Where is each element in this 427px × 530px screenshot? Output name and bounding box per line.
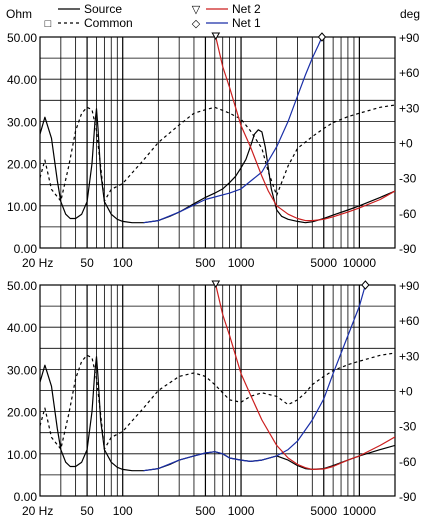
series-group [40,37,395,224]
net1-marker [361,280,370,290]
grid [39,284,396,497]
net2-marker [211,280,221,288]
x-tick-label: 1000 [228,504,255,518]
y-tick-label: 40.00 [7,321,37,335]
legend-label: Source [84,2,122,16]
x-tick-label: 10000 [343,504,377,518]
series-source [40,108,395,224]
y-right-tick-label: +0 [399,385,413,399]
legend-item-net-1: ◇ Net 1 [192,16,261,30]
y-tick-label: 10.00 [7,200,37,214]
x-tick-label: 1000 [228,256,255,270]
y-right-tick-label: -30 [399,420,417,434]
y-right-tick-label: -90 [399,242,417,256]
chart-top: 0.00 10.00 20.00 30.00 40.00 50.00 -90 -60 -30 +0… [6,7,420,270]
x-tick-label: 5000 [310,504,337,518]
y-right-tick-label: +30 [399,101,420,115]
y-right-tick-label: +60 [399,314,420,328]
y-tick-label: 20.00 [7,158,37,172]
legend-marker: □ [45,18,52,30]
y-right-tick-label: -60 [399,455,417,469]
chart-bottom: 0.00 10.00 20.00 30.00 40.00 50.00 -90 -60 -30 +0… [7,279,420,518]
y-axis-label: Ohm [6,7,32,21]
series-common [40,104,395,202]
y-tick-label: 0.00 [14,490,38,504]
y-right-tick-label: +90 [399,31,420,45]
y-tick-label: 50.00 [7,279,37,293]
y-right-tick-label: -60 [399,207,417,221]
legend-label: Net 2 [232,2,261,16]
series-net-1 [143,37,323,224]
x-tick-label: 500 [195,504,215,518]
legend-label: Net 1 [232,16,261,30]
y-right-tick-label: -90 [399,490,417,504]
y-tick-label: 0.00 [14,242,38,256]
legend-marker: ◇ [192,18,201,30]
legend-item-common: □ Common [45,16,133,30]
series-common [40,352,395,450]
y-tick-label: 50.00 [7,31,37,45]
x-tick-label: 20 Hz [22,504,53,518]
x-tick-label: 20 Hz [22,256,53,270]
legend-label: Common [84,16,133,30]
y-tick-label: 20.00 [7,406,37,420]
y-tick-label: 40.00 [7,73,37,87]
legend-item-source: Source [58,2,122,16]
y-right-tick-label: -30 [399,172,417,186]
x-tick-label: 10000 [343,256,377,270]
y-right-tick-label: +30 [399,349,420,363]
y-right-tick-label: +0 [399,137,413,151]
series-group [40,285,395,472]
x-tick-label: 5000 [310,256,337,270]
y-tick-label: 30.00 [7,363,37,377]
x-tick-label: 100 [113,256,133,270]
x-tick-label: 500 [195,256,215,270]
net1-marker [317,32,327,42]
legend-marker: ▽ [192,4,201,16]
y-tick-label: 30.00 [7,115,37,129]
net2-marker [211,32,221,40]
legend-item-net-2: ▽ Net 2 [192,2,261,16]
y-right-tick-label: +90 [399,279,420,293]
y-right-tick-label: +60 [399,66,420,80]
y-right-axis-label: deg [400,7,420,21]
legend: Source ▽ Net 2 □ Common ◇ Net 1 [45,2,261,30]
x-tick-label: 100 [113,504,133,518]
series-net-2 [215,285,395,470]
x-tick-label: 50 [80,256,94,270]
y-tick-label: 10.00 [7,448,37,462]
x-tick-label: 50 [80,504,94,518]
series-net-2 [215,37,395,222]
series-net-1 [143,285,367,472]
